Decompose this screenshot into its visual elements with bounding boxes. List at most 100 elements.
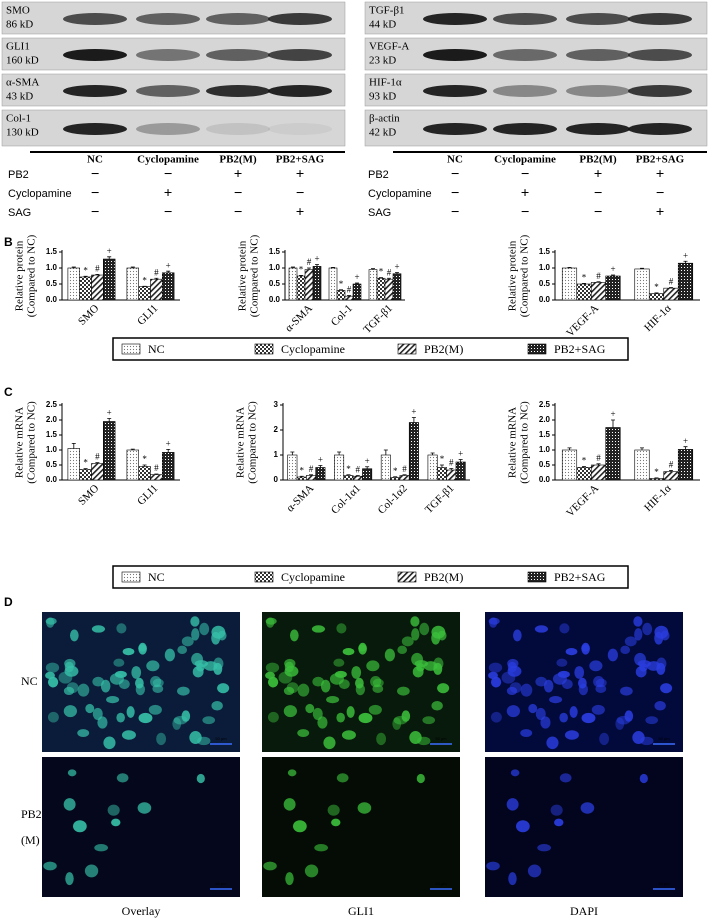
error-bar	[315, 264, 319, 267]
cell-nucleus	[510, 769, 520, 777]
cell-nucleus	[138, 642, 147, 655]
x-tick-label: Col-1	[329, 302, 355, 328]
error-bar	[130, 448, 135, 450]
x-tick-label: α-SMA	[283, 302, 315, 334]
cell-nucleus	[148, 704, 162, 715]
cell-nucleus	[286, 682, 299, 694]
treatment-sign: −	[594, 204, 603, 220]
cell-nucleus	[63, 705, 77, 718]
cell-nucleus	[656, 657, 667, 670]
bar	[436, 467, 447, 481]
cell-nucleus	[412, 666, 424, 678]
y-axis-label: Relative mRNA	[507, 407, 519, 478]
cell-nucleus	[135, 683, 145, 696]
error-bar	[83, 275, 88, 277]
treatment-sign: −	[451, 204, 460, 220]
cell-nucleus	[401, 710, 411, 722]
cell-nucleus	[512, 629, 522, 642]
cell-nucleus	[312, 676, 325, 687]
treatment-sign: −	[656, 185, 665, 201]
error-bar	[439, 464, 444, 468]
cell-nucleus	[534, 625, 549, 633]
cell-nucleus	[422, 716, 436, 725]
cell-nucleus	[411, 628, 420, 641]
cell-nucleus	[384, 648, 395, 662]
significance-marker: #	[449, 458, 454, 468]
error-bar	[307, 267, 311, 270]
cell-nucleus	[341, 730, 356, 740]
cell-nucleus	[283, 798, 296, 811]
cell-nucleus	[633, 616, 643, 627]
error-bar	[449, 468, 454, 470]
cell-nucleus	[116, 623, 127, 634]
cell-nucleus	[113, 658, 125, 667]
column-label: DAPI	[570, 904, 598, 918]
significance-marker: +	[107, 246, 112, 256]
error-bar	[337, 451, 342, 455]
error-bar	[596, 463, 601, 465]
bar	[150, 278, 163, 301]
significance-marker: *	[142, 275, 147, 285]
cell-nucleus	[292, 820, 307, 833]
y-tick-label: 1	[274, 450, 279, 459]
cell-nucleus	[634, 628, 643, 641]
cell-nucleus	[323, 736, 336, 750]
cell-nucleus	[116, 712, 125, 723]
significance-marker: *	[299, 264, 304, 274]
y-axis-label: (Compared to NC)	[26, 401, 38, 484]
cell-nucleus	[431, 700, 443, 711]
error-bar	[95, 274, 100, 276]
cell-nucleus	[92, 676, 105, 687]
cell-nucleus	[181, 710, 191, 722]
bar	[344, 295, 354, 301]
error-bar	[166, 270, 171, 273]
y-tick-label: 1.0	[46, 445, 58, 454]
cell-nucleus	[265, 662, 280, 673]
cell-nucleus	[358, 712, 373, 724]
cell-nucleus	[177, 686, 190, 696]
cell-nucleus	[131, 666, 142, 679]
cell-nucleus	[150, 676, 162, 688]
protein-name: TGF-β1	[369, 5, 405, 17]
significance-marker: #	[669, 277, 674, 287]
error-bar	[683, 260, 688, 264]
error-bar	[458, 459, 463, 462]
bar	[328, 267, 338, 301]
protein-size: 44 kD	[369, 19, 396, 31]
cell-nucleus	[490, 711, 502, 723]
significance-marker: *	[582, 272, 587, 282]
scale-bar-label: 50 μm	[435, 881, 447, 886]
blot-band	[206, 85, 270, 97]
error-bar	[640, 447, 644, 450]
bar	[605, 275, 621, 301]
cell-nucleus	[217, 683, 230, 694]
error-bar	[299, 475, 304, 477]
protein-size: 42 kD	[369, 127, 396, 139]
scale-bar-label: 50 μm	[435, 736, 447, 741]
bar	[368, 269, 378, 301]
legend-swatch	[121, 343, 141, 355]
cell-nucleus	[211, 700, 223, 711]
cell-nucleus	[515, 820, 530, 833]
blot-band	[63, 49, 127, 61]
cell-nucleus	[285, 872, 294, 886]
x-tick-label: TGF-β1	[423, 482, 457, 516]
cell-nucleus	[156, 732, 167, 746]
error-bar	[596, 281, 601, 283]
cell-nucleus	[126, 706, 135, 718]
bar	[103, 421, 116, 481]
bar	[663, 471, 679, 481]
legend-label: NC	[148, 570, 165, 584]
significance-marker: *	[346, 464, 351, 474]
cell-nucleus	[654, 700, 666, 711]
error-bar	[83, 468, 88, 470]
cell-nucleus	[181, 636, 194, 647]
bar	[162, 452, 175, 481]
y-axis-label: (Compared to NC)	[249, 234, 261, 317]
cell-nucleus	[370, 676, 382, 688]
cell-nucleus	[334, 670, 347, 678]
cell-nucleus	[67, 769, 77, 777]
protein-name: β-actin	[369, 113, 400, 125]
legend-swatch	[527, 343, 547, 355]
cell-nucleus	[397, 645, 408, 655]
